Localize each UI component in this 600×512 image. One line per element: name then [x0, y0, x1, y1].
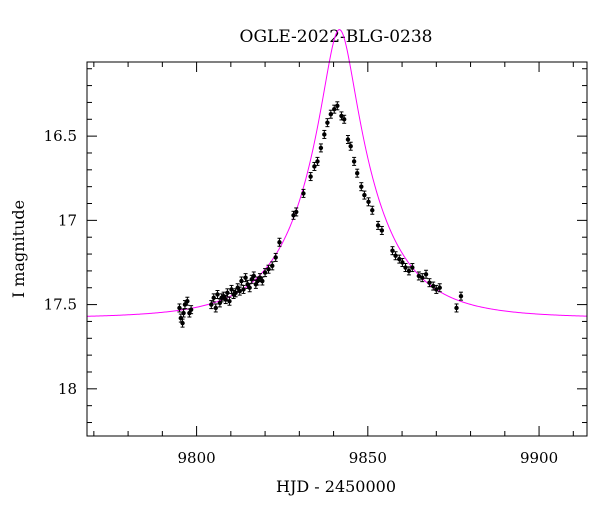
data-point — [325, 118, 330, 128]
data-point — [332, 104, 337, 114]
data-point — [359, 182, 364, 192]
model-curve — [86, 29, 588, 317]
data-point — [355, 168, 360, 178]
axis-ticks: 9800 9850 9900 16.5 17 17.5 18 — [44, 62, 587, 467]
y-tick-label: 18 — [58, 380, 77, 398]
data-point — [454, 303, 459, 313]
data-point — [262, 268, 268, 278]
data-point — [434, 284, 439, 294]
data-point — [177, 303, 182, 313]
y-tick-label: 17.5 — [44, 296, 77, 314]
data-point — [227, 296, 232, 306]
data-point — [341, 114, 347, 124]
data-point — [237, 286, 242, 296]
data-point — [260, 276, 265, 286]
data-point — [273, 252, 278, 262]
data-point — [397, 254, 402, 264]
data-point — [379, 225, 385, 235]
data-point — [312, 161, 317, 171]
data-point — [308, 172, 313, 182]
data-point — [390, 246, 395, 256]
data-point — [370, 205, 375, 215]
data-point — [229, 284, 234, 294]
data-point — [270, 261, 275, 271]
data-point — [243, 273, 248, 283]
x-axis-label: HJD - 2450000 — [276, 477, 396, 496]
data-point — [188, 305, 194, 315]
data-point — [294, 207, 299, 217]
data-point — [351, 156, 357, 166]
data-point — [241, 284, 246, 294]
data-point — [410, 263, 415, 273]
data-point — [213, 303, 218, 313]
plot-frame — [86, 61, 588, 437]
data-point — [362, 190, 367, 200]
x-tick-label: 9850 — [349, 449, 387, 467]
data-point — [291, 210, 296, 220]
data-point — [225, 288, 230, 298]
data-point — [335, 101, 340, 111]
data-point — [458, 291, 464, 301]
data-point — [416, 271, 422, 281]
data-point — [437, 283, 442, 293]
chart-title: OGLE-2022-BLG-0238 — [240, 27, 433, 47]
data-point — [366, 197, 371, 207]
y-tick-label: 16.5 — [44, 127, 77, 145]
data-point — [266, 264, 271, 274]
data-point — [318, 143, 324, 153]
data-point — [301, 188, 306, 198]
x-tick-label: 9900 — [520, 449, 558, 467]
data-point — [185, 296, 190, 306]
y-axis-label: I magnitude — [9, 200, 28, 298]
y-tick-label: 17 — [58, 211, 77, 229]
x-tick-label: 9800 — [177, 449, 215, 467]
data-point — [315, 156, 320, 166]
data-point — [348, 141, 353, 151]
data-point — [375, 220, 381, 230]
data-point — [209, 300, 214, 310]
data-point — [345, 134, 351, 144]
data-point — [423, 269, 429, 279]
data-point — [403, 263, 408, 273]
data-point — [322, 129, 327, 139]
data-point — [211, 293, 216, 303]
data-point — [393, 251, 398, 261]
data-point — [215, 289, 220, 299]
plot-area — [86, 29, 588, 328]
data-point — [277, 237, 282, 247]
data-point — [180, 318, 185, 328]
data-point — [328, 109, 334, 119]
data-point — [239, 276, 244, 286]
data-point — [427, 278, 432, 288]
data-point — [420, 273, 425, 283]
